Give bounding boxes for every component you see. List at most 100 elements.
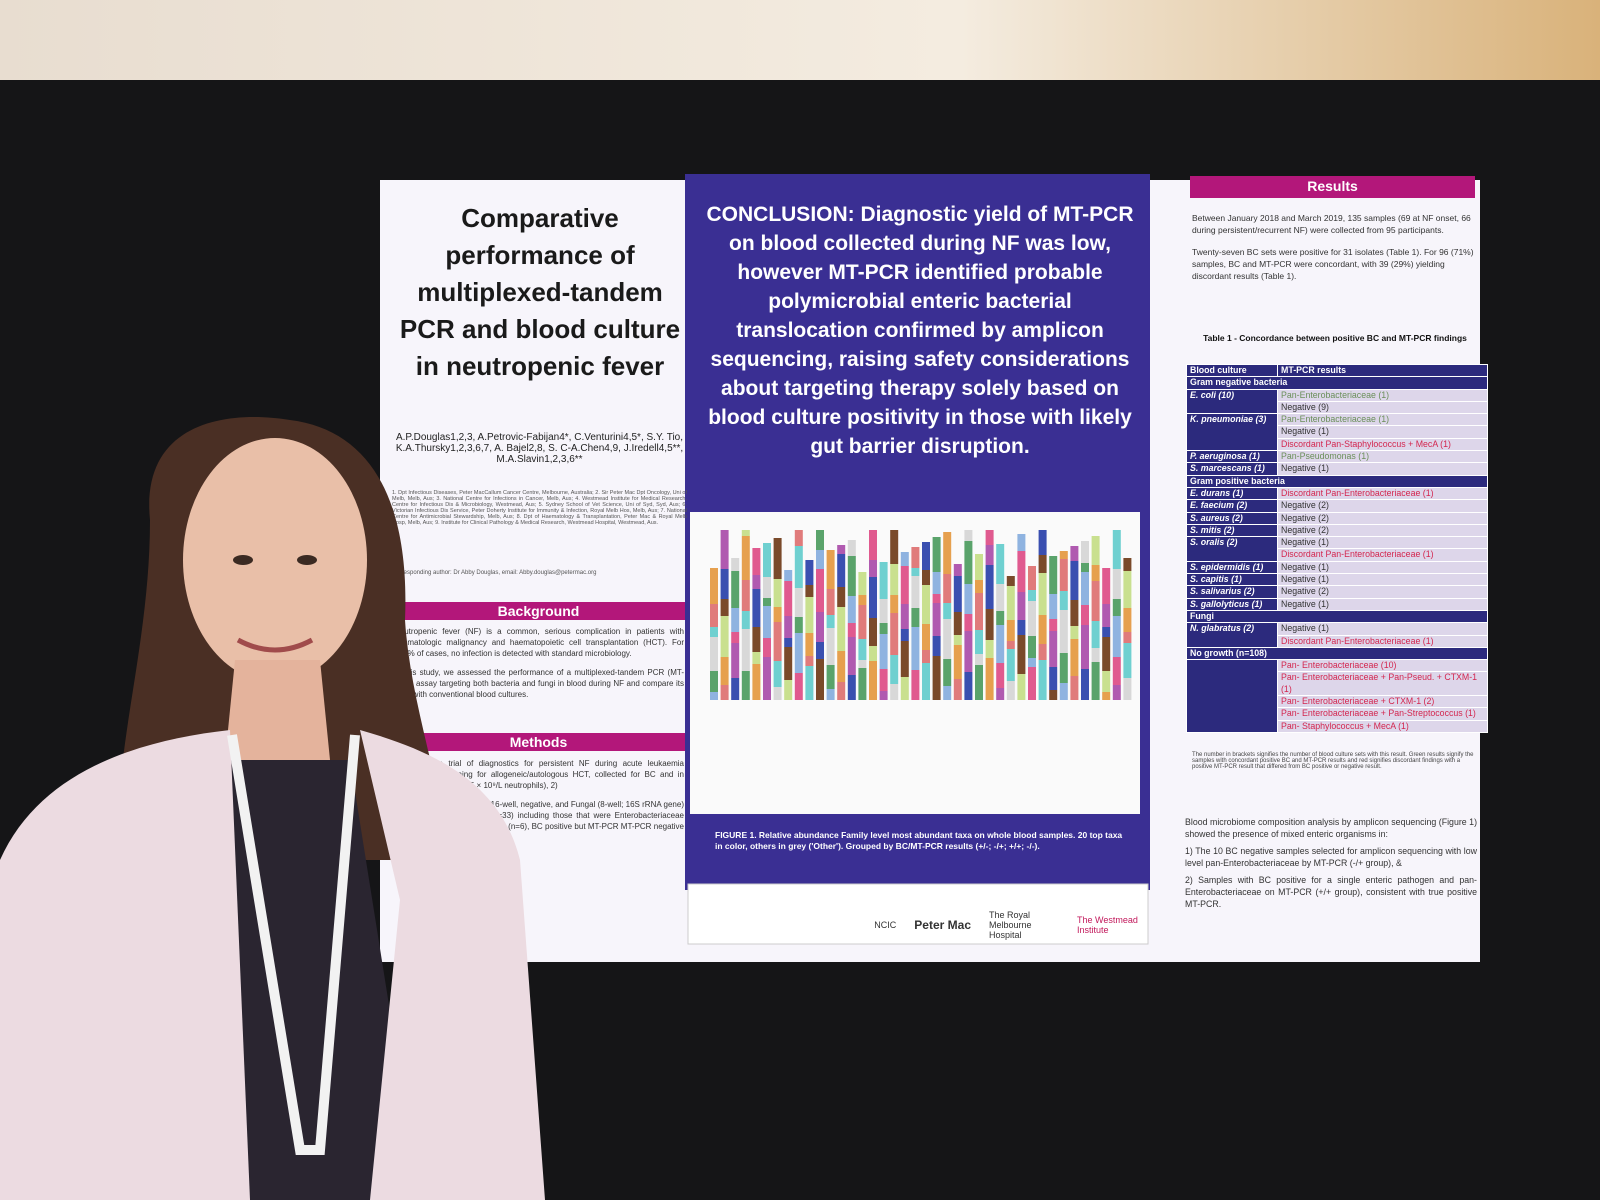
table-row: S. mitis (2) Negative (2): [1186, 523, 1488, 538]
table-row: Pan- Staphylococcus + MecA (1): [1187, 719, 1488, 733]
figure-bar-segment: [752, 575, 761, 589]
figure-bar-segment: [1102, 568, 1111, 604]
paragraph: Twenty-seven BC sets were positive for 3…: [1192, 247, 1474, 281]
figure-bar-segment: [985, 640, 994, 658]
result-cell: Discordant Pan-Staphylococcus + MecA (1): [1277, 437, 1488, 452]
figure-bar-segment: [911, 568, 920, 576]
group-cell: No growth (n=108): [1186, 646, 1488, 661]
figure-bar-segment: [763, 577, 771, 598]
figure-bar-segment: [773, 579, 782, 607]
figure-bar-segment: [720, 599, 729, 616]
table-row: Pan- Enterobacteriaceae + CTXM-1 (2): [1187, 695, 1488, 709]
figure-bar-segment: [720, 685, 729, 700]
figure-bar-segment: [975, 665, 983, 700]
result-cell: Pan- Enterobacteriaceae + Pan-Pseud. + C…: [1277, 671, 1488, 697]
logo: NCIC: [874, 920, 897, 930]
figure-bar-segment: [932, 572, 941, 594]
result-cell: Negative (1): [1277, 425, 1488, 439]
table-row: S. salivarius (2) Negative (2): [1186, 585, 1488, 599]
jacket-right: [360, 730, 545, 1200]
figure-bar-segment: [996, 584, 1005, 611]
figure-bar-segment: [710, 671, 718, 692]
culture-cell: E. coli (10): [1186, 388, 1278, 415]
table-row: Discordant Pan-Enterobacteriaceae (1): [1187, 634, 1488, 648]
figure-bar-segment: [1028, 590, 1036, 601]
list-item: 2) Samples with BC positive for a single…: [1185, 875, 1477, 909]
figure-bar-segment: [1123, 571, 1132, 608]
figure-bar-segment: [784, 638, 793, 647]
figure-bar-segment: [1049, 594, 1058, 619]
figure-bar-segment: [1059, 653, 1068, 683]
figure-bar-segment: [1070, 546, 1079, 561]
face: [183, 438, 367, 682]
result-cell: Pan- Staphylococcus + MecA (1): [1277, 719, 1488, 733]
figure-bar-segment: [1070, 600, 1079, 626]
figure-bar-segment: [1038, 573, 1047, 615]
figure-bar-segment: [1112, 569, 1121, 599]
figure-bar-segment: [731, 571, 740, 608]
figure-bar-segment: [879, 562, 888, 599]
figure-bar-segment: [816, 550, 824, 569]
figure-bar-segment: [1049, 619, 1058, 631]
figure-bar-segment: [943, 619, 952, 659]
result-cell: Negative (1): [1277, 597, 1488, 611]
figure-bar-segment: [794, 633, 803, 673]
figure-bar-segment: [943, 659, 952, 686]
result-cell: Pan-Pseudomonas (1): [1277, 450, 1488, 464]
figure-bar-segment: [816, 612, 824, 642]
neck: [225, 660, 330, 760]
figure-bar-segment: [1102, 637, 1111, 671]
figure-caption: FIGURE 1. Relative abundance Family leve…: [715, 830, 1123, 851]
figure-bar-segment: [879, 669, 888, 691]
figure-bar-segment: [975, 630, 983, 654]
figure-bar-segment: [794, 546, 803, 588]
paragraph: Blood microbiome composition analysis by…: [1185, 817, 1477, 839]
figure-bar-segment: [1123, 678, 1132, 700]
figure-bar-segment: [1112, 685, 1121, 700]
figure-bars: [710, 530, 1132, 700]
figure-bar-segment: [784, 570, 793, 581]
figure-bar-segment: [752, 652, 761, 664]
figure-bar-segment: [731, 558, 740, 571]
figure-bar-segment: [837, 587, 846, 607]
result-cell: Negative (2): [1277, 511, 1488, 525]
figure-bar-segment: [1006, 649, 1015, 681]
figure-bar-segment: [922, 650, 930, 663]
figure-bar-segment: [847, 596, 856, 623]
figure-bar-segment: [752, 664, 761, 700]
figure-bar-segment: [1091, 662, 1100, 700]
table-row: Pan- Enterobacteriaceae + Pan-Pseud. + C…: [1187, 671, 1488, 697]
culture-cell: [1186, 659, 1278, 733]
figure-bar-segment: [1112, 616, 1121, 657]
result-cell: Negative (1): [1277, 462, 1488, 476]
figure-bar-segment: [975, 580, 983, 593]
paragraph: Between January 2018 and March 2019, 135…: [1192, 213, 1471, 235]
figure-bar-segment: [911, 608, 920, 627]
figure-bar-segment: [1091, 648, 1100, 662]
figure-bar-segment: [879, 634, 888, 669]
table-row: E. durans (1) Discordant Pan-Enterobacter…: [1186, 486, 1488, 501]
figure-bar-segment: [975, 554, 983, 580]
eye: [233, 555, 253, 565]
figure-bar-segment: [816, 642, 824, 659]
figure-bar-segment: [975, 654, 983, 665]
figure-bar-segment: [890, 684, 899, 700]
culture-cell: S. gallolyticus (1): [1186, 597, 1278, 611]
figure-bar-segment: [869, 618, 877, 646]
figure-bar-segment: [847, 623, 856, 637]
figure-bar-segment: [1070, 639, 1079, 676]
figure-bar-segment: [1059, 591, 1068, 610]
figure-bar-segment: [1028, 636, 1036, 658]
figure-bar-segment: [837, 554, 846, 587]
figure-bar-segment: [826, 615, 835, 628]
figure-bar-segment: [826, 589, 835, 615]
figure-bar-segment: [763, 543, 771, 577]
figure-bar-segment: [890, 530, 899, 564]
table-footnote: The number in brackets signifies the num…: [1192, 752, 1474, 770]
figure-bar-segment: [816, 530, 824, 550]
figure-bar-segment: [805, 666, 814, 700]
result-cell: Negative (1): [1277, 573, 1488, 587]
culture-cell: S. mitis (2): [1186, 523, 1278, 538]
figure-bar-segment: [805, 585, 814, 597]
